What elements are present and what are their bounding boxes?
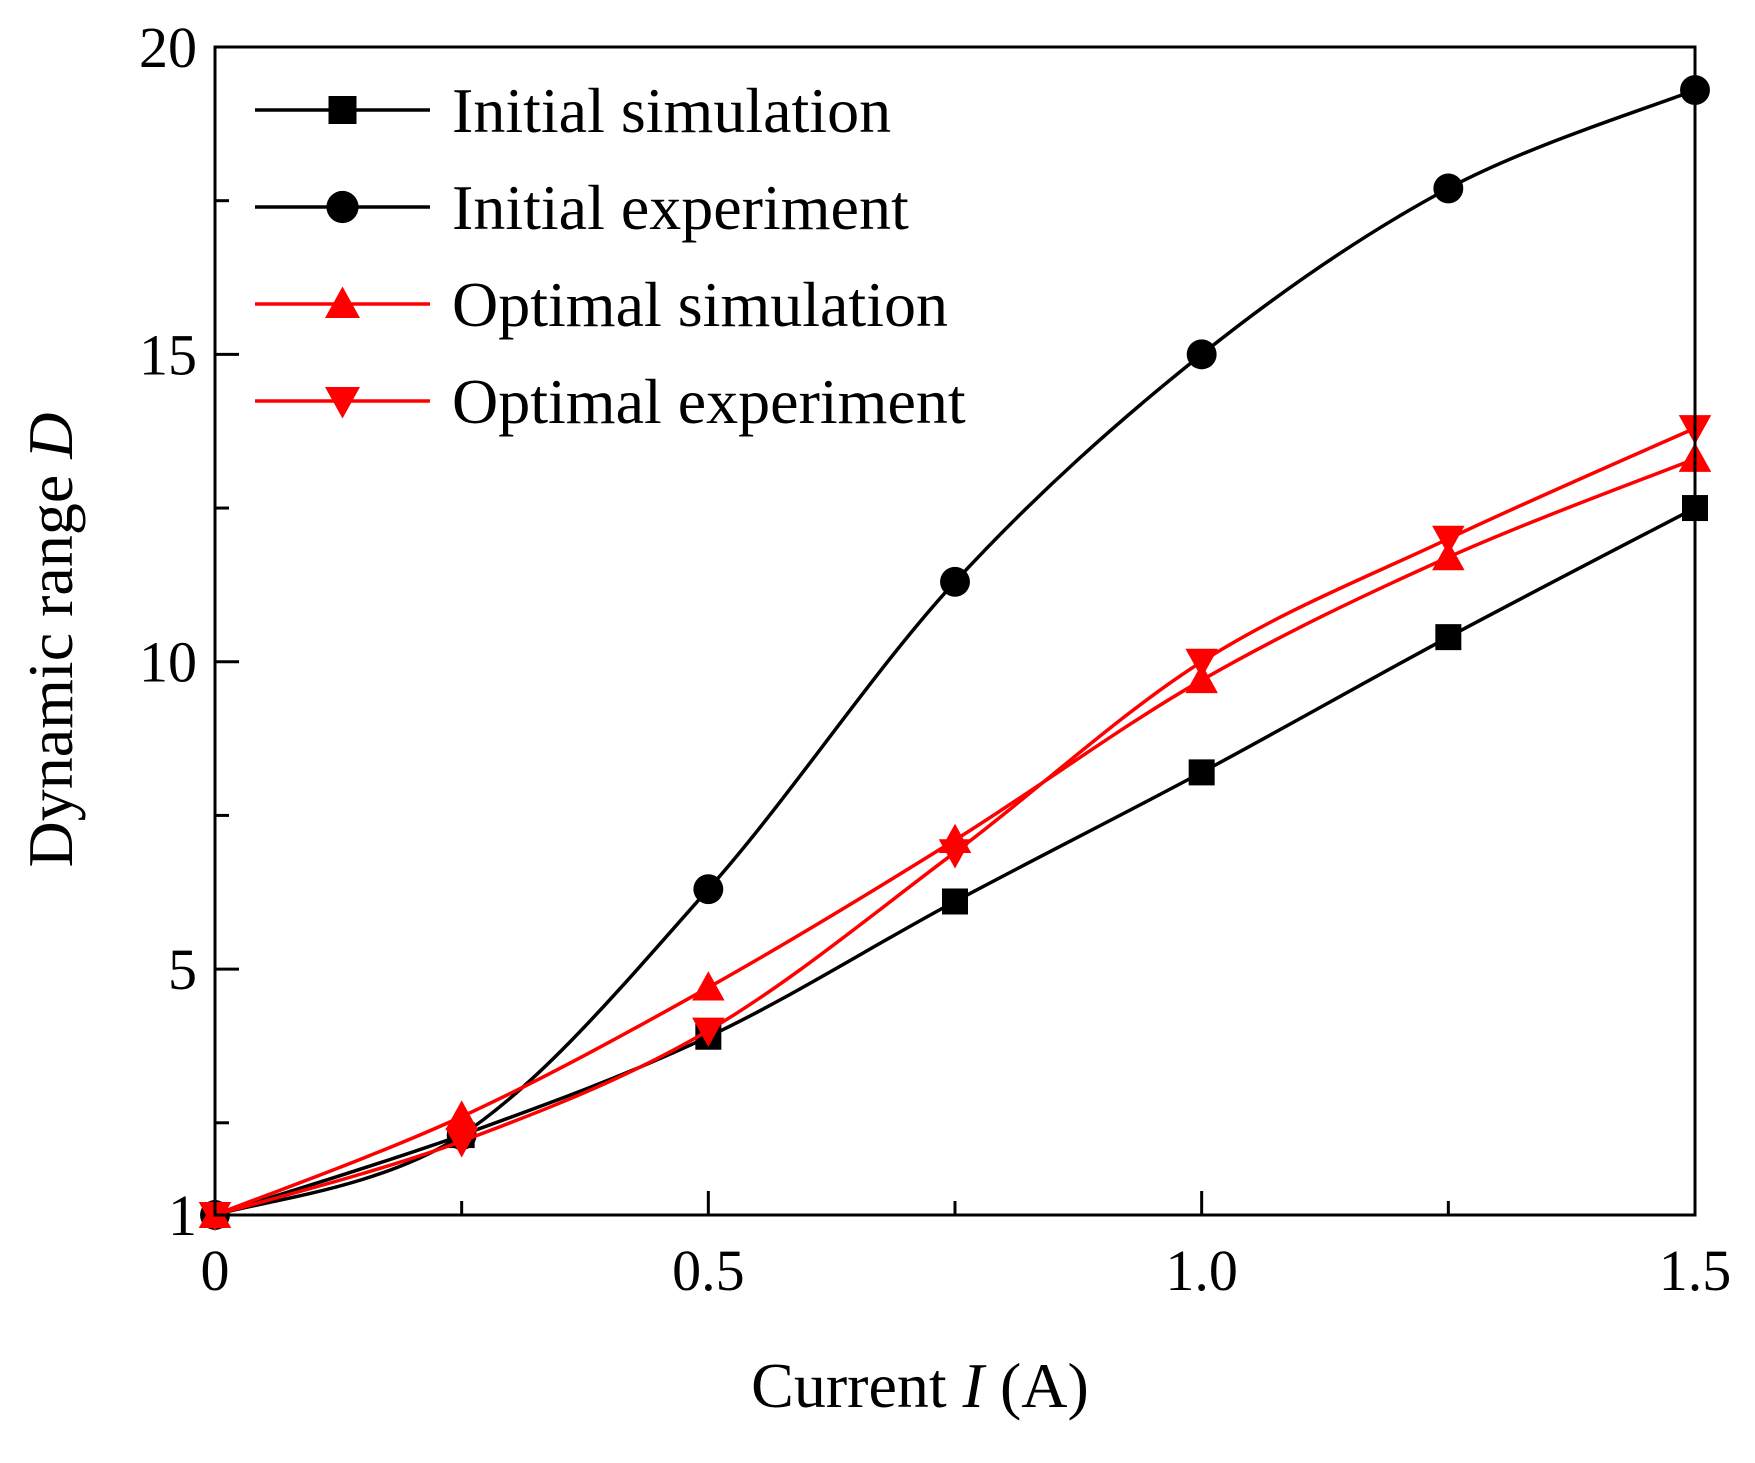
legend-item: Optimal experiment (255, 366, 966, 437)
legend-item: Optimal simulation (255, 269, 948, 340)
x-axis-label-suffix: (A) (984, 1350, 1089, 1421)
data-point (1185, 648, 1218, 678)
series-layer (198, 75, 1712, 1232)
data-point (1186, 339, 1217, 370)
y-axis-label: Dynamic range D (15, 413, 86, 868)
data-point (693, 874, 724, 905)
data-point (1185, 663, 1218, 694)
legend-label: Initial simulation (452, 75, 891, 146)
series-optimal-simulation (198, 442, 1712, 1228)
x-tick-label: 0.5 (672, 1238, 745, 1303)
data-point (198, 1202, 232, 1232)
data-point (942, 888, 968, 915)
legend-marker (328, 96, 357, 124)
y-tick-label: 20 (139, 15, 197, 80)
y-tick-label: 15 (139, 322, 197, 387)
series-optimal-experiment (198, 415, 1712, 1232)
x-axis-label-prefix: Current (751, 1350, 963, 1421)
legend-label: Optimal simulation (452, 269, 948, 340)
y-axis-label-prefix: Dynamic range (15, 459, 86, 868)
data-point (445, 1100, 478, 1130)
x-axis-label: Current I (A) (751, 1350, 1089, 1421)
legend: Initial simulation Initial experiment Opti… (255, 75, 966, 437)
legend-item: Initial simulation (255, 75, 891, 146)
legend-label: Initial experiment (452, 172, 909, 243)
data-point (692, 1017, 725, 1047)
data-point (1435, 624, 1462, 651)
x-axis-label-variable: I (962, 1350, 987, 1421)
data-point (1432, 525, 1465, 556)
data-point (1432, 540, 1465, 571)
x-tick-label: 0 (201, 1238, 230, 1303)
y-tick-label: 10 (139, 630, 197, 695)
legend-marker (325, 286, 360, 318)
y-tick-label: 5 (168, 937, 197, 1002)
legend-marker (326, 190, 359, 224)
legend-item: Initial experiment (255, 172, 909, 243)
data-point (692, 971, 725, 1001)
legend-marker (325, 387, 360, 419)
series-line (214, 88, 1696, 1217)
data-point (940, 566, 970, 597)
data-point (1433, 173, 1464, 204)
legend-label: Optimal experiment (452, 366, 966, 437)
x-tick-label: 1.5 (1659, 1238, 1732, 1303)
x-tick-label: 1.0 (1165, 1238, 1238, 1303)
y-tick-label: 1 (168, 1183, 197, 1248)
data-point (445, 1128, 478, 1158)
series-initial-experiment (200, 75, 1710, 1230)
y-axis-label-variable: D (15, 413, 86, 460)
plot-frame (213, 45, 1697, 1217)
data-point (938, 839, 972, 869)
data-point (1188, 759, 1215, 786)
